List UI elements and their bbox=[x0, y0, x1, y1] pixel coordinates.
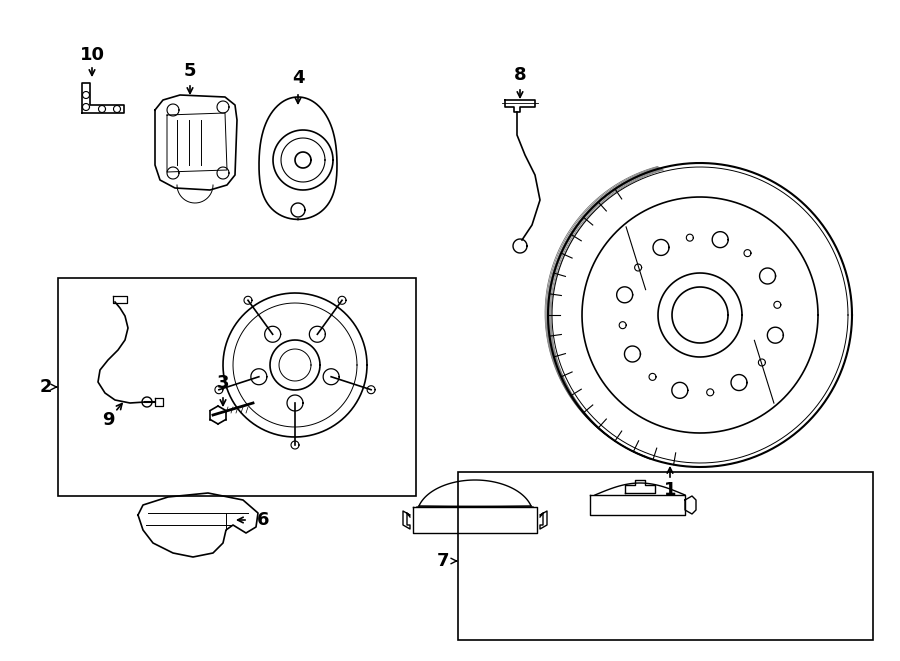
Text: 5: 5 bbox=[184, 62, 196, 80]
Text: 6: 6 bbox=[256, 511, 269, 529]
Text: 7: 7 bbox=[436, 552, 449, 570]
Text: 10: 10 bbox=[79, 46, 104, 64]
Text: 3: 3 bbox=[217, 374, 230, 392]
Text: 8: 8 bbox=[514, 66, 526, 84]
Text: 1: 1 bbox=[664, 481, 676, 499]
Text: 4: 4 bbox=[292, 69, 304, 87]
Text: 2: 2 bbox=[40, 378, 52, 396]
Bar bbox=[458, 472, 873, 640]
Text: 9: 9 bbox=[102, 411, 114, 429]
Bar bbox=[58, 278, 416, 496]
